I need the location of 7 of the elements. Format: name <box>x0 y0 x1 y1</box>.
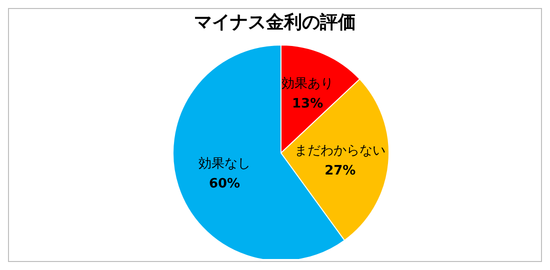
data-label: 60% <box>208 176 240 192</box>
data-label: 27% <box>324 164 356 179</box>
data-label: 13% <box>292 96 324 112</box>
slice-label: まだわからない <box>294 144 386 159</box>
slice-label: 効果なし <box>198 156 251 172</box>
slice-label: 効果あり <box>282 76 334 92</box>
chart-title: マイナス金利の評価 <box>193 11 357 35</box>
